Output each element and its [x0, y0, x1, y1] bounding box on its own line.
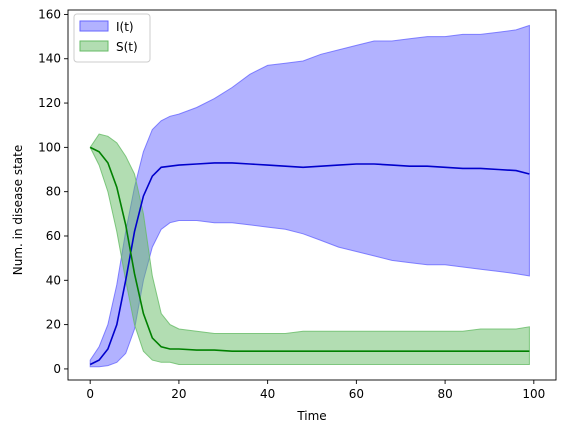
legend-swatch-st	[79, 40, 109, 52]
x-tick-label: 0	[86, 387, 94, 401]
y-tick-label: 60	[46, 229, 61, 243]
x-tick-label: 20	[171, 387, 186, 401]
mean-lines	[89, 146, 530, 366]
plot-frame	[67, 9, 557, 381]
axes: 0 20 40 60 80 100 0 20 40 60 80 100 120 140 160	[38, 7, 557, 401]
x-tick-label: 40	[260, 387, 275, 401]
x-tick-label: 80	[437, 387, 452, 401]
legend-swatch-it	[79, 20, 109, 32]
band-st	[89, 133, 530, 365]
band-it	[89, 24, 530, 368]
x-axis-label: Time	[296, 409, 326, 423]
y-tick-label: 40	[46, 273, 61, 287]
y-tick-label: 100	[38, 140, 61, 154]
x-tick-label: 100	[522, 387, 545, 401]
y-tick-label: 160	[38, 7, 61, 21]
y-tick-label: 20	[46, 318, 61, 332]
legend-label-it: I(t)	[116, 20, 134, 34]
line-st	[89, 146, 530, 353]
confidence-bands	[89, 24, 530, 368]
line-it	[89, 162, 530, 366]
x-tick-label: 60	[349, 387, 364, 401]
y-tick-label: 140	[38, 52, 61, 66]
legend-label-st: S(t)	[116, 40, 138, 54]
y-tick-label: 120	[38, 96, 61, 110]
y-tick-label: 80	[46, 185, 61, 199]
y-tick-label: 0	[53, 362, 61, 376]
legend: I(t) S(t)	[73, 13, 151, 63]
y-axis-label: Num. in disease state	[11, 145, 25, 275]
